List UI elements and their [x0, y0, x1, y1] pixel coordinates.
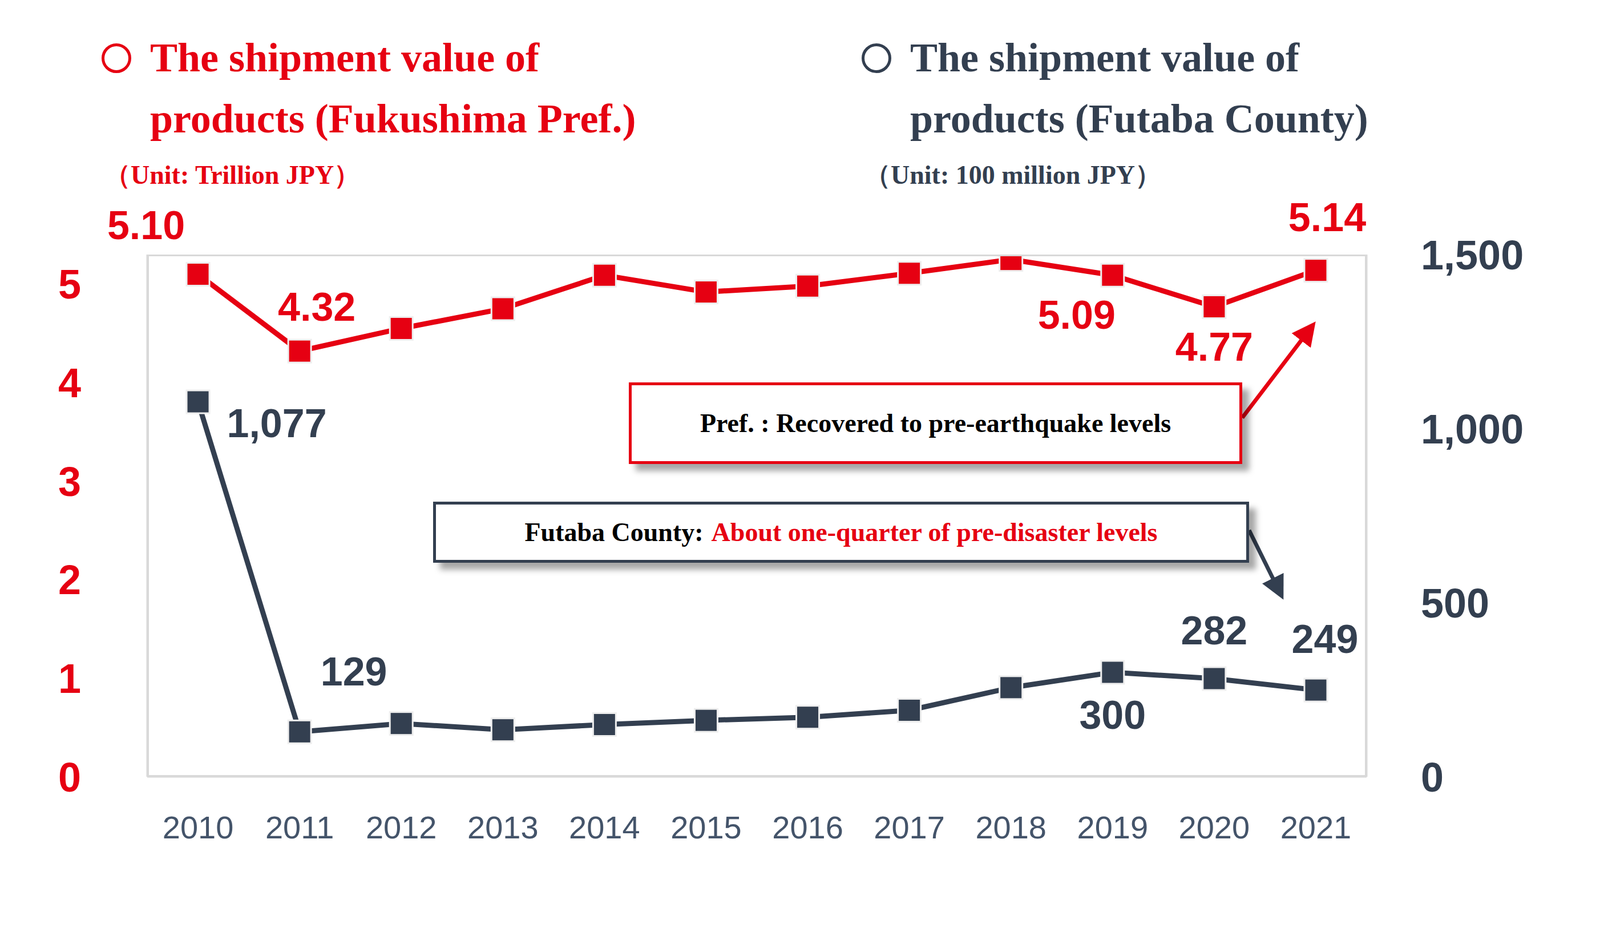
html-text:（Unit: 100 million JPY）: （Unit: 100 million JPY） [864, 160, 1162, 190]
svg-text:4.32: 4.32 [277, 284, 356, 330]
svg-text:5: 5 [58, 261, 82, 307]
html-text:（Unit: Trillion JPY）: （Unit: Trillion JPY） [104, 160, 361, 190]
html-text:The shipment value of: The shipment value of [910, 34, 1300, 81]
svg-text:2014: 2014 [568, 809, 641, 846]
svg-text:2010: 2010 [162, 809, 234, 846]
svg-text:2013: 2013 [467, 809, 539, 846]
svg-text:2017: 2017 [873, 809, 945, 846]
svg-text:2019: 2019 [1077, 809, 1149, 846]
svg-text:0: 0 [58, 754, 82, 800]
svg-text:2012: 2012 [365, 809, 438, 846]
svg-text:5.09: 5.09 [1037, 292, 1116, 338]
svg-text:2011: 2011 [265, 809, 334, 846]
svg-text:2: 2 [58, 556, 82, 603]
svg-text:1,500: 1,500 [1420, 232, 1524, 278]
svg-text:500: 500 [1420, 580, 1490, 626]
svg-text:129: 129 [320, 649, 388, 694]
svg-text:4.77: 4.77 [1175, 324, 1254, 370]
svg-text:1,000: 1,000 [1420, 406, 1524, 452]
svg-text:249: 249 [1291, 616, 1359, 662]
svg-text:2020: 2020 [1178, 809, 1251, 846]
svg-text:4: 4 [58, 360, 82, 406]
html-text:products (Fukushima Pref.): products (Fukushima Pref.) [150, 95, 636, 142]
html-text:The shipment value of: The shipment value of [150, 34, 540, 81]
svg-text:1: 1 [58, 655, 82, 702]
svg-text:5.14: 5.14 [1288, 195, 1367, 240]
html-text:products (Futaba County): products (Futaba County) [910, 95, 1369, 142]
svg-text:3: 3 [58, 458, 82, 505]
svg-text:2018: 2018 [975, 809, 1047, 846]
svg-text:1,077: 1,077 [226, 401, 327, 446]
html-text:Pref. : Recovered to pre-earth: Pref. : Recovered to pre-earthquake leve… [700, 408, 1171, 438]
html-text:Futaba County: About one-quart: Futaba County: About one-quarter of pre-… [524, 517, 1158, 547]
svg-text:5.10: 5.10 [107, 203, 185, 248]
svg-text:300: 300 [1079, 692, 1146, 738]
svg-text:282: 282 [1180, 608, 1248, 653]
svg-text:2021: 2021 [1280, 809, 1352, 846]
svg-text:2015: 2015 [670, 809, 742, 846]
svg-text:0: 0 [1420, 754, 1444, 800]
svg-text:2016: 2016 [772, 809, 844, 846]
